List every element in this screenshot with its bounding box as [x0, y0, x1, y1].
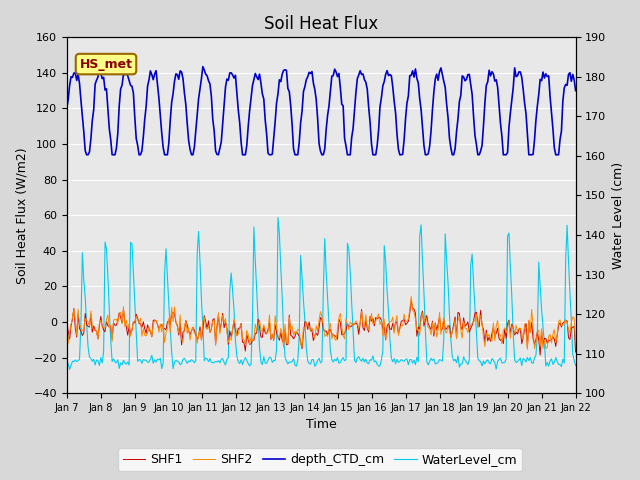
WaterLevel_cm — [216, 360, 224, 366]
SHF1 — [232, 327, 239, 333]
SHF1 — [125, 323, 133, 329]
SHF1 — [240, 339, 248, 345]
WaterLevel_cm — [66, 366, 74, 372]
SHF2 — [524, 347, 531, 352]
Y-axis label: Soil Heat Flux (W/m2): Soil Heat Flux (W/m2) — [15, 147, 28, 284]
Text: HS_met: HS_met — [79, 58, 132, 71]
Legend: SHF1, SHF2, depth_CTD_cm, WaterLevel_cm: SHF1, SHF2, depth_CTD_cm, WaterLevel_cm — [118, 448, 522, 471]
SHF2 — [572, 338, 579, 344]
SHF1 — [572, 349, 579, 355]
X-axis label: Time: Time — [306, 419, 337, 432]
Line: WaterLevel_cm: WaterLevel_cm — [67, 217, 575, 369]
SHF1 — [547, 337, 554, 343]
WaterLevel_cm — [288, 359, 296, 364]
depth_CTD_cm — [95, 63, 103, 69]
Line: SHF2: SHF2 — [67, 297, 575, 349]
WaterLevel_cm — [241, 355, 249, 360]
depth_CTD_cm — [572, 88, 579, 94]
SHF2 — [125, 321, 133, 326]
SHF2 — [63, 318, 70, 324]
WaterLevel_cm — [127, 240, 134, 245]
SHF1 — [536, 352, 544, 358]
Line: depth_CTD_cm: depth_CTD_cm — [67, 66, 575, 155]
SHF2 — [285, 314, 293, 320]
SHF2 — [240, 337, 248, 343]
Y-axis label: Water Level (cm): Water Level (cm) — [612, 162, 625, 269]
SHF2 — [214, 310, 222, 315]
SHF1 — [214, 312, 222, 318]
SHF1 — [407, 298, 415, 303]
depth_CTD_cm — [547, 94, 554, 99]
depth_CTD_cm — [218, 139, 225, 145]
depth_CTD_cm — [128, 84, 136, 89]
Line: SHF1: SHF1 — [67, 300, 575, 355]
SHF2 — [232, 323, 239, 328]
WaterLevel_cm — [572, 362, 579, 368]
depth_CTD_cm — [288, 122, 296, 128]
depth_CTD_cm — [63, 105, 70, 111]
WaterLevel_cm — [274, 215, 282, 220]
SHF2 — [547, 332, 554, 337]
depth_CTD_cm — [243, 143, 251, 148]
SHF1 — [63, 319, 70, 324]
depth_CTD_cm — [83, 152, 90, 157]
SHF2 — [407, 294, 415, 300]
WaterLevel_cm — [63, 359, 70, 365]
Title: Soil Heat Flux: Soil Heat Flux — [264, 15, 378, 33]
depth_CTD_cm — [234, 107, 242, 113]
WaterLevel_cm — [233, 353, 241, 359]
SHF1 — [285, 312, 293, 318]
WaterLevel_cm — [547, 358, 554, 364]
